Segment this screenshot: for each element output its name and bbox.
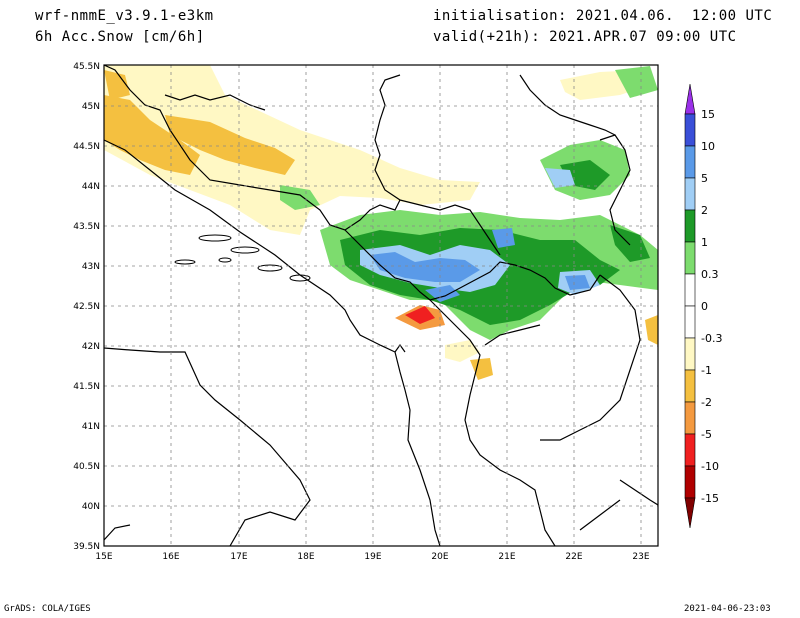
lat-label: 42N: [82, 342, 100, 352]
lat-label: 41.5N: [73, 382, 100, 392]
longitude-labels: 15E 16E 17E 18E 19E 20E 21E 22E 23E: [95, 552, 649, 562]
lat-label: 41N: [82, 422, 100, 432]
model-title: wrf-nmmE_v3.9.1-e3km: [35, 8, 214, 24]
colorbar-label: 10: [701, 140, 715, 153]
colorbar-segment: [684, 241, 696, 275]
colorbar-label: -10: [701, 460, 719, 473]
colorbar-segment: [684, 401, 696, 435]
lon-label: 17E: [230, 552, 247, 562]
lat-label: 45N: [82, 102, 100, 112]
lon-label: 18E: [297, 552, 314, 562]
islands: [174, 234, 311, 282]
colorbar-label: 0.3: [701, 268, 719, 281]
valid-time: valid(+21h): 2021.APR.07 09:00 UTC: [433, 29, 737, 45]
colorbar-label: 1: [701, 236, 708, 249]
colorbar: 15 10 5 2 1 0.3 0 -0.3 -1 -2 -5 -10 -15: [684, 83, 722, 529]
colorbar-label: 5: [701, 172, 708, 185]
init-time: initialisation: 2021.04.06. 12:00 UTC: [433, 8, 773, 24]
colorbar-segment: [684, 369, 696, 403]
colorbar-top-arrow: [684, 83, 696, 115]
lat-label: 39.5N: [73, 542, 100, 552]
colorbar-segment: [684, 305, 696, 339]
lat-label: 43N: [82, 262, 100, 272]
lon-label: 22E: [565, 552, 582, 562]
lat-label: 40N: [82, 502, 100, 512]
colorbar-label: 0: [701, 300, 708, 313]
field-title: 6h Acc.Snow [cm/6h]: [35, 29, 205, 45]
lat-label: 44N: [82, 182, 100, 192]
lat-label: 45.5N: [73, 62, 100, 72]
colorbar-label: -2: [701, 396, 712, 409]
lat-label: 42.5N: [73, 302, 100, 312]
colorbar-label: -5: [701, 428, 712, 441]
lon-label: 21E: [498, 552, 515, 562]
colorbar-segment: [684, 433, 696, 467]
colorbar-bottom-arrow: [684, 497, 696, 529]
lat-label: 40.5N: [73, 462, 100, 472]
colorbar-segment: [684, 177, 696, 211]
colorbar-segment: [684, 337, 696, 371]
map-frame: [103, 64, 659, 547]
lon-label: 19E: [364, 552, 381, 562]
lon-label: 20E: [431, 552, 448, 562]
footer-timestamp: 2021-04-06-23:03: [684, 604, 771, 614]
coastlines-borders: [104, 65, 658, 546]
grid-lines: [104, 65, 658, 546]
latitude-labels: 45.5N 45N 44.5N 44N 43.5N 43N 42.5N 42N …: [73, 62, 100, 552]
lat-label: 43.5N: [73, 222, 100, 232]
lon-label: 23E: [632, 552, 649, 562]
colorbar-segment: [684, 113, 696, 147]
lat-label: 44.5N: [73, 142, 100, 152]
lon-label: 15E: [95, 552, 112, 562]
lon-label: 16E: [162, 552, 179, 562]
colorbar-label: 2: [701, 204, 708, 217]
colorbar-segment: [684, 209, 696, 243]
colorbar-segment: [684, 273, 696, 307]
snow-field: [104, 65, 658, 380]
colorbar-label: 15: [701, 108, 715, 121]
colorbar-segment: [684, 145, 696, 179]
colorbar-segment: [684, 465, 696, 499]
colorbar-label: -0.3: [701, 332, 722, 345]
colorbar-label: -15: [701, 492, 719, 505]
colorbar-label: -1: [701, 364, 712, 377]
footer-credit: GrADS: COLA/IGES: [4, 604, 91, 614]
